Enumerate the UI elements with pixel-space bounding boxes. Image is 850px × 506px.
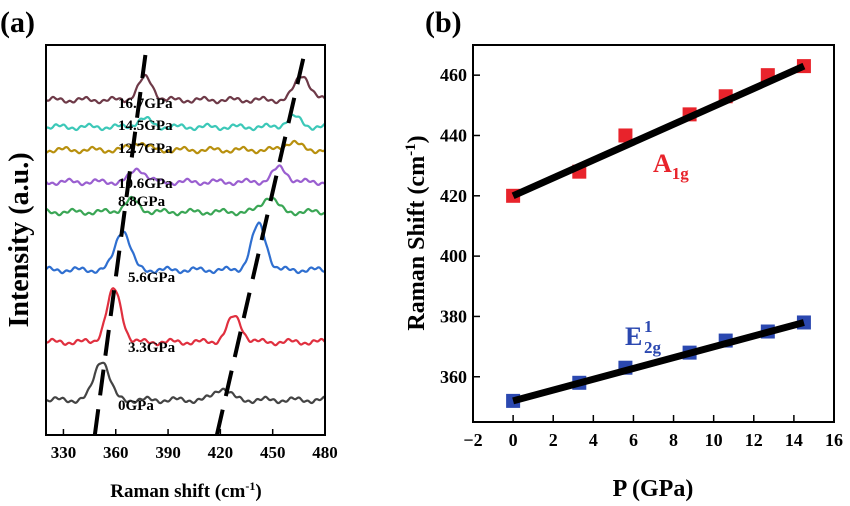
spectrum-line-12.7GPa [45, 139, 326, 155]
y-axis-label-end: ) [404, 135, 430, 143]
x-tick-label: 16 [825, 430, 843, 450]
x-tick-label: 6 [629, 430, 638, 450]
x-tick-label: 4 [589, 430, 598, 450]
plot-frame-a [45, 44, 326, 436]
series-label-sub: 1g [672, 164, 690, 183]
x-tick-label: 2 [549, 430, 558, 450]
series-label-E2g1: E1 2g [625, 317, 662, 357]
spectrum-line-3.3GPa [45, 287, 326, 347]
x-tick-label: 14 [785, 430, 803, 450]
peak-guide-dashed-line [214, 54, 307, 436]
x-tick-label: 420 [208, 443, 234, 462]
series-label-sup: 1 [644, 317, 653, 336]
spectrum-line-14.5GPa [45, 113, 326, 132]
spectrum-line-5.6GPa [45, 221, 326, 275]
spectrum-line-10.6GPa [45, 164, 326, 187]
y-axis-label-a: Intensity (a.u.) [4, 152, 35, 327]
y-tick-label: 440 [440, 125, 467, 145]
data-point-A1g [618, 128, 633, 143]
x-tick-label: 450 [260, 443, 286, 462]
spectrum-label-5.6GPa: 5.6GPa [128, 270, 176, 286]
y-tick-label: 360 [440, 367, 467, 387]
y-tick-label: 420 [440, 186, 467, 206]
x-tick-label: −2 [463, 430, 482, 450]
panel-label-b: (b) [425, 6, 462, 39]
x-tick-label: 0 [509, 430, 518, 450]
x-axis-label-b: P (GPa) [613, 476, 694, 502]
spectrum-line-0GPa [45, 361, 326, 405]
x-axis-label-sup: -1 [245, 479, 255, 493]
spectrum-label-14.5GPa: 14.5GPa [118, 118, 173, 134]
x-tick-label: 360 [103, 443, 129, 462]
y-axis-label-sup: -1 [403, 143, 419, 156]
x-axis-label-a: Raman shift (cm-1) [110, 479, 261, 502]
plot-frame-b [472, 44, 835, 423]
y-axis-label-b: Raman Shift (cm-1) [403, 135, 430, 330]
series-label-A1g: A1g [653, 149, 689, 183]
x-axis-label-end: ) [255, 481, 261, 502]
fit-line-A1g [511, 62, 806, 199]
spectrum-line-16.7GPa [45, 73, 326, 105]
x-axis-label-text: Raman shift (cm [110, 481, 245, 502]
spectrum-label-10.6GPa: 10.6GPa [118, 176, 173, 192]
fit-line-E2g1 [512, 319, 805, 405]
spectrum-label-16.7GPa: 16.7GPa [118, 96, 173, 112]
spectrum-label-8.8GPa: 8.8GPa [118, 194, 166, 210]
series-label-main: A [653, 149, 672, 178]
x-tick-label: 8 [669, 430, 678, 450]
y-axis-label-text: Raman Shift (cm [404, 156, 430, 331]
x-tick-label: 390 [155, 443, 181, 462]
series-label-sub: 2g [644, 338, 662, 357]
series-label-main: E [625, 322, 642, 351]
spectrum-label-3.3GPa: 3.3GPa [128, 340, 176, 356]
y-tick-label: 380 [440, 306, 467, 326]
panel-label-a: (a) [0, 6, 35, 39]
spectrum-label-12.7GPa: 12.7GPa [118, 141, 173, 157]
peak-guide-dashed-line [92, 54, 148, 436]
y-tick-label: 460 [440, 65, 467, 85]
x-tick-label: 330 [51, 443, 77, 462]
y-tick-label: 400 [440, 246, 467, 266]
x-tick-label: 480 [312, 443, 338, 462]
x-tick-label: 10 [705, 430, 723, 450]
spectrum-line-8.8GPa [46, 195, 326, 217]
x-tick-label: 12 [745, 430, 763, 450]
spectrum-label-0GPa: 0GPa [118, 398, 154, 414]
